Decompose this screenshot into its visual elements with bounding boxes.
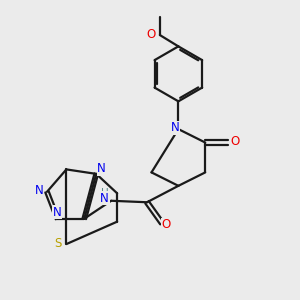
Text: O: O	[147, 28, 156, 41]
Text: O: O	[230, 135, 240, 148]
Text: O: O	[162, 218, 171, 231]
Text: N: N	[35, 184, 44, 197]
Text: N: N	[170, 121, 179, 134]
Text: N: N	[100, 192, 109, 205]
Text: N: N	[97, 162, 106, 175]
Text: S: S	[54, 237, 62, 250]
Text: H: H	[101, 188, 109, 198]
Text: N: N	[53, 206, 62, 219]
